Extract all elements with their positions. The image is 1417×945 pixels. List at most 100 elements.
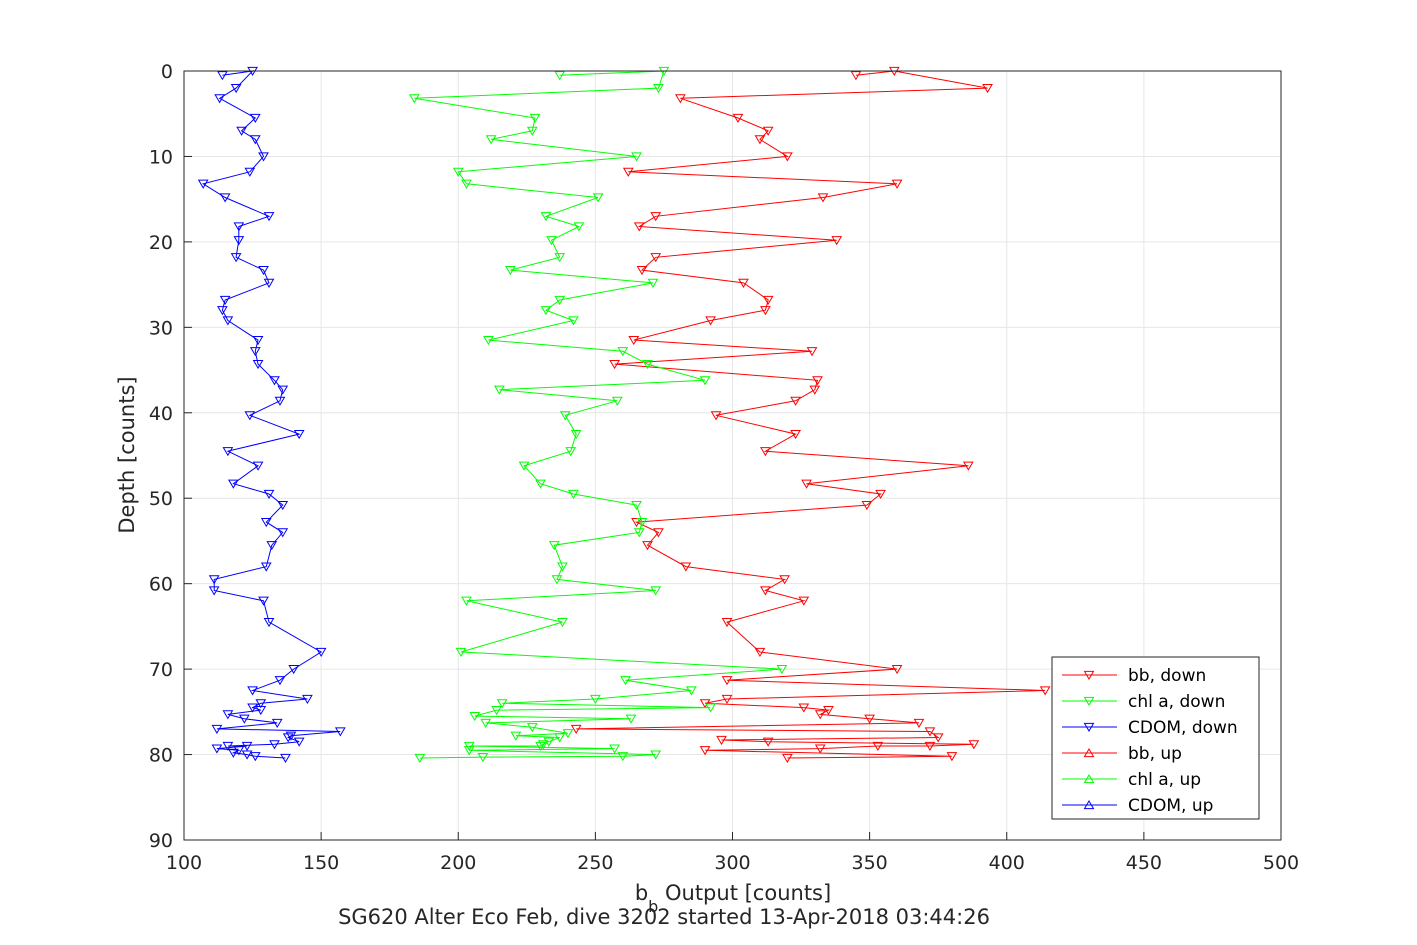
data-point — [710, 411, 722, 421]
data-point — [526, 126, 538, 136]
data-point — [208, 586, 220, 596]
data-point — [554, 733, 566, 743]
data-point — [932, 733, 944, 743]
legend: bb, down chl a, down CDOM, down bb, up chl a… — [1051, 656, 1260, 820]
x-tick-label: 300 — [714, 852, 750, 874]
data-point — [738, 278, 749, 288]
data-point — [263, 278, 275, 288]
data-point — [760, 447, 771, 457]
data-point — [485, 135, 497, 145]
series-line — [576, 70, 1046, 759]
data-point — [249, 347, 261, 357]
data-point — [244, 167, 256, 177]
data-point — [924, 727, 936, 737]
y-tick-label: 60 — [149, 574, 173, 596]
data-point — [609, 359, 620, 370]
data-point — [861, 500, 873, 511]
legend-label: CDOM, down — [1128, 718, 1238, 738]
data-point — [946, 752, 958, 762]
y-tick-label: 80 — [149, 745, 173, 767]
data-point — [781, 753, 793, 764]
data-point — [280, 753, 291, 764]
legend-item-chl-a-up: chl a, up — [1062, 770, 1201, 790]
data-point — [650, 212, 662, 222]
data-point — [653, 83, 664, 94]
data-point — [968, 740, 980, 750]
data-point — [705, 316, 716, 326]
data-point — [806, 347, 818, 357]
data-point — [496, 699, 508, 709]
data-point — [617, 752, 629, 762]
data-point — [263, 618, 275, 628]
data-point — [557, 618, 568, 628]
data-point — [414, 753, 426, 764]
data-point — [293, 737, 305, 747]
data-point — [529, 113, 541, 124]
series-line — [201, 70, 341, 759]
data-point — [554, 295, 566, 306]
data-point — [227, 748, 239, 758]
legend-item-chl-a-down: chl a, down — [1062, 692, 1225, 712]
data-point — [452, 167, 464, 177]
data-point — [568, 489, 579, 499]
caption: SG620 Alter Eco Feb, dive 3202 started 1… — [338, 905, 990, 929]
data-point — [249, 752, 261, 762]
data-point — [633, 528, 645, 538]
data-point — [315, 647, 327, 658]
data-point — [675, 94, 686, 104]
data-point — [302, 694, 313, 705]
data-point — [197, 179, 209, 189]
data-point — [801, 479, 812, 489]
legend-item-cdom-up: CDOM, up — [1062, 796, 1213, 816]
data-point — [850, 71, 862, 81]
data-point — [554, 71, 566, 81]
legend-item-cdom-down: CDOM, down — [1062, 718, 1238, 738]
data-point — [260, 518, 272, 528]
data-point — [680, 562, 692, 572]
legend-marker — [1083, 799, 1095, 810]
data-point — [477, 753, 489, 763]
data-point — [620, 676, 631, 686]
data-point — [463, 746, 475, 756]
data-point — [252, 336, 264, 346]
series-chl-a-down — [408, 66, 788, 764]
data-point — [222, 447, 234, 457]
data-point — [617, 347, 629, 357]
data-point — [252, 461, 264, 471]
data-point — [592, 193, 604, 203]
data-point — [570, 724, 582, 734]
x-axis-label: bb Output [counts] — [635, 881, 831, 916]
data-point — [650, 750, 662, 760]
data-point — [831, 236, 843, 246]
series-layer — [197, 66, 1051, 764]
data-point — [760, 306, 771, 316]
x-axis-label-main: b — [635, 881, 648, 905]
data-point — [798, 596, 810, 606]
data-point — [236, 126, 247, 136]
data-point — [762, 295, 774, 306]
data-point — [611, 396, 623, 406]
data-point — [504, 265, 516, 276]
data-point — [211, 744, 223, 754]
data-point — [535, 479, 546, 489]
data-point — [255, 699, 267, 709]
data-point — [559, 411, 571, 421]
data-point — [238, 714, 250, 724]
data-point — [875, 489, 886, 499]
data-point — [628, 336, 640, 346]
data-point — [924, 741, 936, 752]
x-tick-label: 250 — [577, 852, 613, 874]
data-point — [554, 253, 566, 263]
y-tick-label: 20 — [149, 232, 173, 254]
data-point — [252, 359, 264, 370]
x-tick-label: 500 — [1263, 852, 1299, 874]
data-point — [590, 694, 601, 705]
legend-label: bb, up — [1128, 744, 1182, 764]
x-tick-label: 400 — [989, 852, 1025, 874]
x-tick-label: 350 — [851, 852, 887, 874]
data-point — [622, 167, 634, 177]
data-point — [540, 306, 552, 316]
data-point — [817, 193, 829, 203]
data-point — [631, 518, 642, 528]
data-point — [211, 724, 223, 734]
